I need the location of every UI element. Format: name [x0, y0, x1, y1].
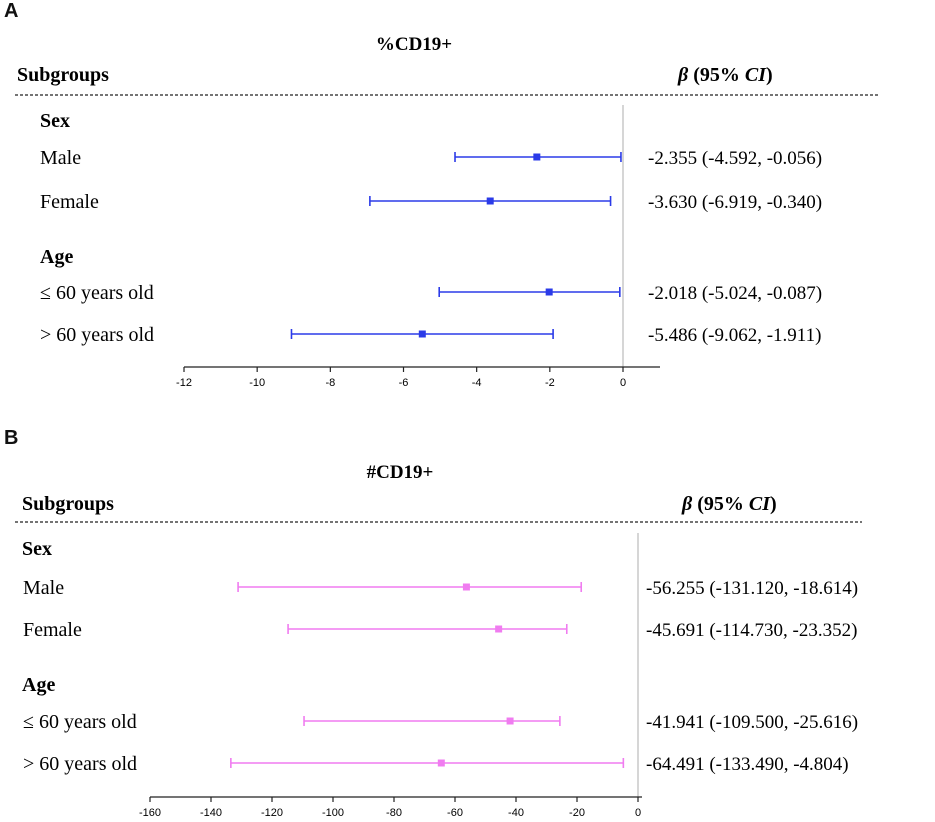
panel-b-header-ci-italic: CI — [749, 493, 771, 515]
panel-b-header-ci-close: ) — [770, 493, 777, 515]
panel-b-x-tick-label: -80 — [386, 807, 402, 819]
panel-a-group-label: Sex — [40, 110, 70, 132]
panel-b-header-beta-ci: β (95% CI) — [681, 493, 777, 515]
panel-b-estimate-text: -41.941 (-109.500, -25.616) — [646, 712, 858, 733]
panel-a-x-tick-label: -6 — [399, 377, 409, 389]
panel-a-subgroup-label: Male — [40, 147, 81, 169]
panel-a-point-estimate — [418, 330, 426, 338]
panel-a-estimate-text: -2.018 (-5.024, -0.087) — [648, 283, 822, 304]
panel-b-subgroup-label: ≤ 60 years old — [23, 711, 137, 733]
panel-b-group-label: Sex — [22, 538, 52, 560]
panel-a-x-tick-label: -4 — [472, 377, 482, 389]
panel-b-x-tick-label: -100 — [322, 807, 344, 819]
panel-a-header-ci-close: ) — [766, 64, 773, 86]
panel-b-point-estimate — [437, 759, 445, 767]
panel-a-estimate-text: -3.630 (-6.919, -0.340) — [648, 192, 822, 213]
panel-b-estimate-text: -64.491 (-133.490, -4.804) — [646, 754, 849, 775]
panel-a-letter: A — [4, 0, 19, 22]
panel-b-point-estimate — [462, 583, 470, 591]
panel-a-point-estimate — [545, 288, 553, 296]
panel-b-x-tick-label: 0 — [635, 807, 641, 819]
panel-a-header-beta-symbol: β — [677, 64, 689, 86]
panel-b-x-tick-label: -140 — [200, 807, 222, 819]
panel-a-header-subgroups: Subgroups — [17, 64, 109, 86]
panel-a-point-estimate — [533, 153, 541, 161]
panel-b-point-estimate — [495, 625, 503, 633]
panel-a-subgroup-label: Female — [40, 191, 99, 213]
panel-b-letter: B — [4, 427, 19, 449]
panel-a-x-tick-label: -10 — [249, 377, 265, 389]
panel-a-estimate-text: -5.486 (-9.062, -1.911) — [648, 325, 821, 346]
panel-b-header-ci-prefix: (95% — [692, 493, 749, 515]
panel-a-point-estimate — [486, 197, 494, 205]
panel-a-group-label: Age — [40, 246, 73, 268]
panel-a-header-ci-prefix: (95% — [688, 64, 745, 86]
panel-a-x-tick-label: -8 — [325, 377, 335, 389]
panel-b-estimate-text: -56.255 (-131.120, -18.614) — [646, 578, 858, 599]
panel-b-x-tick-label: -160 — [139, 807, 161, 819]
panel-b-group-label: Age — [22, 674, 55, 696]
panel-a-x-tick-label: 0 — [620, 377, 626, 389]
panel-b-subgroup-label: Female — [23, 619, 82, 641]
panel-a-header-beta-ci: β (95% CI) — [677, 64, 773, 86]
panel-a-title: %CD19+ — [376, 34, 452, 55]
panel-b-point-estimate — [506, 717, 514, 725]
panel-b-x-tick-label: -20 — [569, 807, 585, 819]
panel-a-estimate-text: -2.355 (-4.592, -0.056) — [648, 148, 822, 169]
panel-b-subgroup-label: Male — [23, 577, 64, 599]
panel-b-x-tick-label: -120 — [261, 807, 283, 819]
panel-b-title: #CD19+ — [367, 462, 434, 483]
panel-b-x-tick-label: -60 — [447, 807, 463, 819]
panel-a-x-tick-label: -2 — [545, 377, 555, 389]
panel-b-header-subgroups: Subgroups — [22, 493, 114, 515]
panel-b-estimate-text: -45.691 (-114.730, -23.352) — [646, 620, 857, 641]
panel-b-x-tick-label: -40 — [508, 807, 524, 819]
panel-a-x-tick-label: -12 — [176, 377, 192, 389]
panel-a-subgroup-label: > 60 years old — [40, 324, 154, 346]
panel-a-header-ci-italic: CI — [745, 64, 767, 86]
panel-a-subgroup-label: ≤ 60 years old — [40, 282, 154, 304]
panel-b-subgroup-label: > 60 years old — [23, 753, 137, 775]
panel-b-header-beta-symbol: β — [681, 493, 693, 515]
